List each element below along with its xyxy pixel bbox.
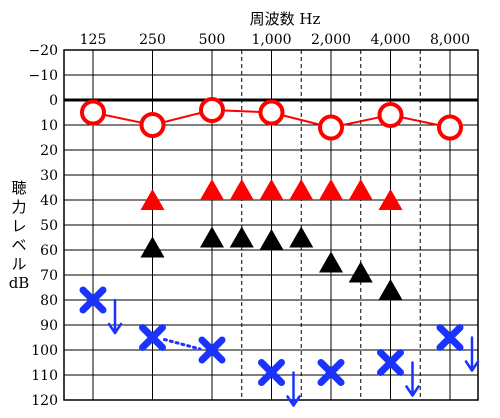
triangle-marker <box>319 179 343 200</box>
cross-marker <box>198 336 226 364</box>
circle-marker <box>437 114 463 141</box>
y-axis-ticks: −20 −10 0 10 20 30 40 50 60 70 80 90 100 110 120 <box>28 43 58 409</box>
y-tick-label: 0 <box>49 93 58 109</box>
y-tick-label: 30 <box>40 168 58 184</box>
y-tick-label: 50 <box>40 218 58 234</box>
x-tick-label: 8,000 <box>430 32 470 48</box>
down-arrow <box>405 361 420 397</box>
x-tick-label: 1,000 <box>251 32 291 48</box>
y-axis-label-part: ベ <box>11 236 26 254</box>
y-tick-label: 40 <box>40 193 58 209</box>
y-tick-label: −10 <box>28 68 58 84</box>
y-tick-label: 120 <box>31 393 58 409</box>
down-arrow <box>107 298 123 335</box>
y-tick-label: 90 <box>40 318 58 334</box>
y-axis-label-part: ル <box>11 255 26 273</box>
triangle-marker <box>140 236 165 258</box>
y-axis-label-part: レ <box>11 217 26 235</box>
y-tick-label: 110 <box>31 368 58 384</box>
triangle-marker <box>200 226 224 248</box>
circle-marker <box>258 99 285 126</box>
circle-marker <box>377 102 404 128</box>
chart-title: 周波数 Hz <box>250 10 321 28</box>
x-tick-label: 500 <box>199 32 226 48</box>
x-axis-ticks: 125 250 500 1,000 2,000 4,000 8,000 <box>80 32 470 48</box>
triangle-marker <box>259 229 284 250</box>
y-tick-label: 100 <box>31 343 58 359</box>
down-arrow <box>464 336 480 372</box>
triangle-marker <box>289 179 314 200</box>
series-triangle <box>140 226 403 300</box>
triangle-marker <box>259 179 284 200</box>
triangle-marker <box>348 261 373 283</box>
triangle-marker <box>229 179 254 200</box>
y-tick-label: 70 <box>40 268 58 284</box>
cross-marker <box>436 324 464 351</box>
series-triangle <box>140 179 403 210</box>
cross-marker <box>79 286 107 314</box>
x-tick-label: 2,000 <box>311 32 351 48</box>
triangle-marker <box>378 189 403 210</box>
down-arrow <box>286 371 301 407</box>
triangle-marker <box>200 179 224 200</box>
circle-marker <box>199 97 225 123</box>
dotted-link <box>163 338 202 351</box>
y-axis-label-part: dB <box>9 274 30 292</box>
y-axis-label-part: 聴 <box>11 179 26 197</box>
series-layer <box>79 97 480 407</box>
y-tick-label: 10 <box>40 118 58 134</box>
x-tick-label: 4,000 <box>370 32 410 48</box>
y-tick-label: 60 <box>40 243 58 259</box>
triangle-marker <box>348 179 373 200</box>
cross-marker <box>139 324 166 351</box>
circle-marker <box>139 112 166 138</box>
triangle-marker <box>229 226 254 248</box>
y-tick-label: 20 <box>40 143 58 159</box>
cross-marker <box>317 359 345 386</box>
cross-marker <box>377 349 404 376</box>
series-circle <box>80 97 463 141</box>
x-tick-label: 125 <box>80 32 107 48</box>
x-tick-label: 250 <box>139 32 166 48</box>
y-tick-label: 80 <box>40 293 58 309</box>
cross-marker <box>258 359 285 386</box>
triangle-marker <box>319 251 343 273</box>
triangle-marker <box>378 279 403 300</box>
y-axis-label-part: 力 <box>11 198 26 216</box>
triangle-marker <box>140 189 165 210</box>
circle-marker <box>318 114 344 141</box>
y-tick-label: −20 <box>28 43 58 59</box>
series-cross <box>79 286 480 407</box>
circle-marker <box>80 99 106 126</box>
triangle-marker <box>289 226 314 248</box>
